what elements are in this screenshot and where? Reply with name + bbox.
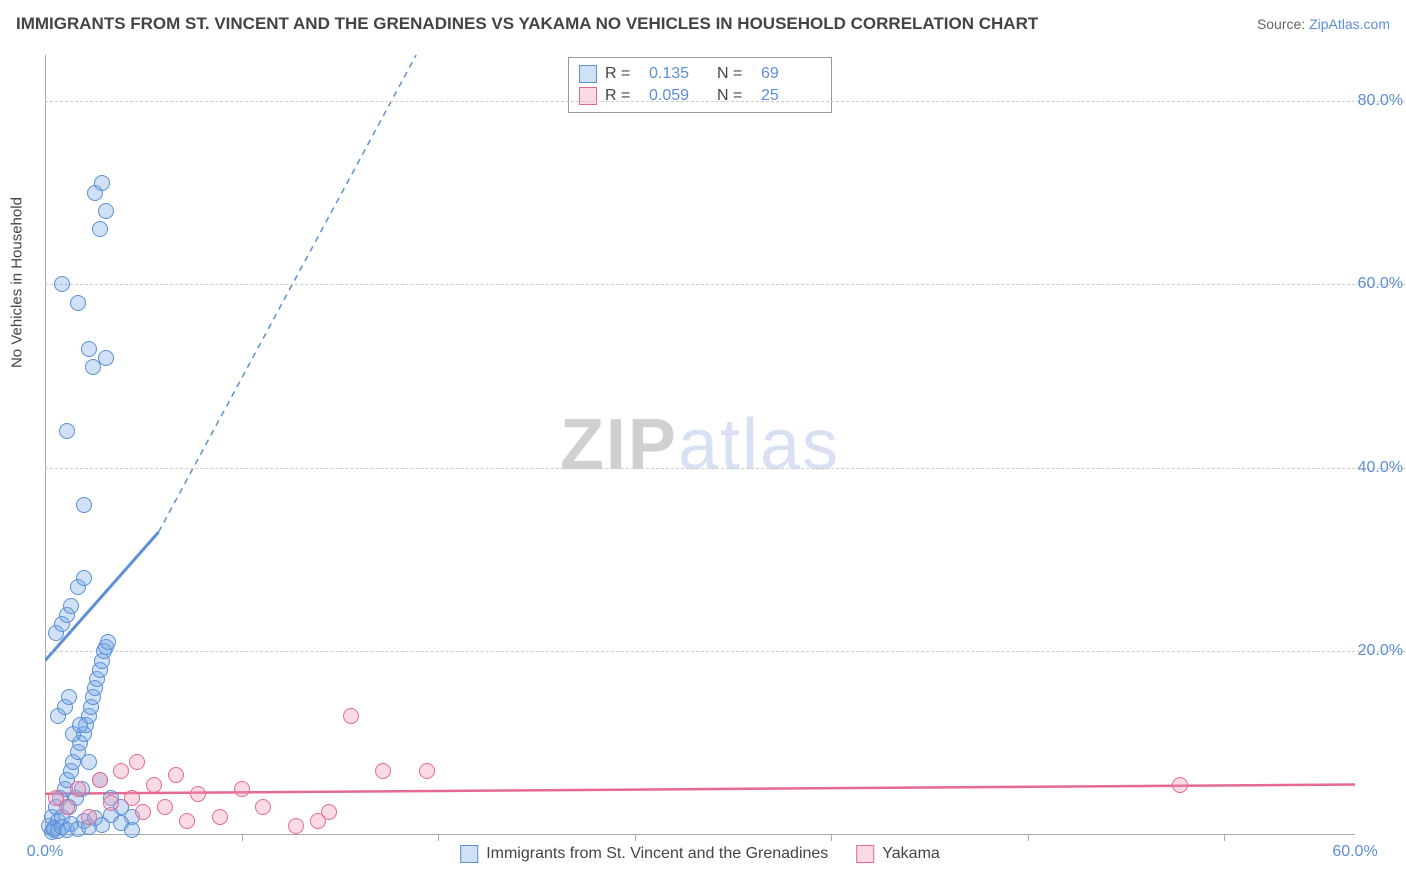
data-point — [72, 717, 88, 733]
data-point — [81, 754, 97, 770]
trendlines — [45, 55, 1355, 835]
gridline — [45, 651, 1405, 652]
x-minor-tick — [635, 835, 636, 841]
legend-item-a: Immigrants from St. Vincent and the Gren… — [460, 845, 828, 863]
swatch-series-b — [579, 87, 597, 105]
legend-stats: R = 0.135 N = 69 R = 0.059 N = 25 — [568, 57, 832, 113]
data-point — [190, 786, 206, 802]
legend-item-b: Yakama — [856, 845, 940, 863]
legend-row-b: R = 0.059 N = 25 — [579, 85, 821, 107]
chart-title: IMMIGRANTS FROM ST. VINCENT AND THE GREN… — [16, 14, 1038, 34]
source: Source: ZipAtlas.com — [1257, 16, 1390, 32]
x-minor-tick — [1028, 835, 1029, 841]
data-point — [61, 689, 77, 705]
x-minor-tick — [438, 835, 439, 841]
data-point — [92, 221, 108, 237]
data-point — [129, 754, 145, 770]
y-tick-label: 20.0% — [1358, 642, 1403, 660]
data-point — [59, 799, 75, 815]
data-point — [124, 790, 140, 806]
data-point — [76, 570, 92, 586]
data-point — [63, 598, 79, 614]
swatch-series-a-icon — [460, 845, 478, 863]
x-minor-tick — [242, 835, 243, 841]
data-point — [179, 813, 195, 829]
y-axis-label: No Vehicles in Household — [9, 197, 26, 368]
data-point — [76, 497, 92, 513]
data-point — [124, 822, 140, 838]
data-point — [255, 799, 271, 815]
y-tick-label: 60.0% — [1358, 275, 1403, 293]
data-point — [419, 763, 435, 779]
gridline — [45, 284, 1405, 285]
data-point — [59, 423, 75, 439]
data-point — [157, 799, 173, 815]
legend-row-a: R = 0.135 N = 69 — [579, 63, 821, 85]
data-point — [310, 813, 326, 829]
data-point — [146, 777, 162, 793]
data-point — [168, 767, 184, 783]
y-tick-label: 40.0% — [1358, 459, 1403, 477]
gridline — [45, 468, 1405, 469]
x-tick-label: 0.0% — [27, 843, 63, 861]
watermark: ZIPatlas — [560, 404, 840, 486]
data-point — [92, 772, 108, 788]
data-point — [98, 203, 114, 219]
data-point — [343, 708, 359, 724]
data-point — [100, 634, 116, 650]
scatter-plot: ZIPatlas R = 0.135 N = 69 R = 0.059 N = … — [45, 55, 1355, 835]
data-point — [212, 809, 228, 825]
chart-area: No Vehicles in Household ZIPatlas R = 0.… — [45, 55, 1355, 835]
y-tick-label: 80.0% — [1358, 92, 1403, 110]
data-point — [98, 350, 114, 366]
x-minor-tick — [831, 835, 832, 841]
data-point — [234, 781, 250, 797]
data-point — [113, 763, 129, 779]
data-point — [81, 341, 97, 357]
gridline — [45, 101, 1405, 102]
x-tick-label: 60.0% — [1332, 843, 1377, 861]
x-minor-tick — [1224, 835, 1225, 841]
data-point — [1172, 777, 1188, 793]
swatch-series-a — [579, 65, 597, 83]
y-axis — [45, 55, 46, 835]
data-point — [288, 818, 304, 834]
data-point — [94, 175, 110, 191]
data-point — [135, 804, 151, 820]
swatch-series-b-icon — [856, 845, 874, 863]
source-link[interactable]: ZipAtlas.com — [1309, 16, 1390, 32]
data-point — [70, 295, 86, 311]
data-point — [103, 795, 119, 811]
data-point — [81, 809, 97, 825]
legend-series: Immigrants from St. Vincent and the Gren… — [460, 845, 940, 863]
data-point — [70, 781, 86, 797]
data-point — [375, 763, 391, 779]
data-point — [54, 276, 70, 292]
